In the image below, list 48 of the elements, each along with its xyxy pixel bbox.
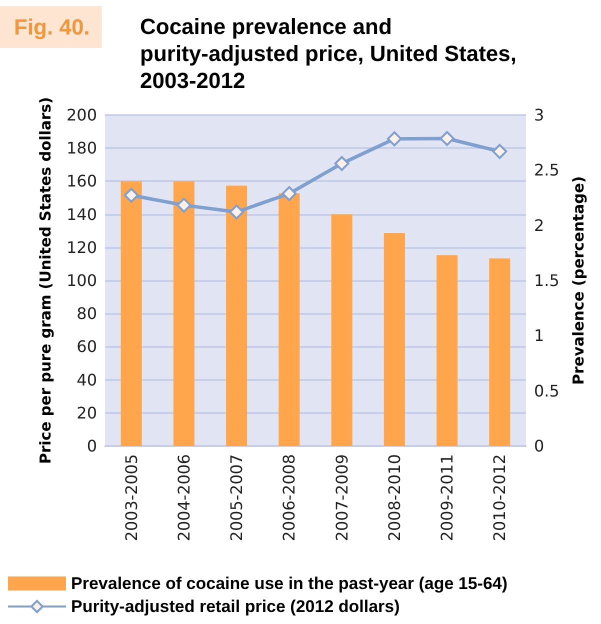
bar bbox=[384, 233, 405, 446]
x-tick-label: 2005-2007 bbox=[227, 454, 246, 542]
x-tick-label: 2006-2008 bbox=[280, 454, 299, 542]
y-tick-label: 20 bbox=[76, 403, 97, 422]
y-tick-label: 160 bbox=[66, 172, 97, 191]
point bbox=[229, 204, 244, 220]
y2-tick-label: 0.5 bbox=[534, 381, 560, 400]
y-tick-label: 80 bbox=[76, 304, 97, 324]
x-tick-label: 2009-2011 bbox=[438, 454, 457, 542]
point bbox=[124, 188, 139, 203]
y-tick-label: 120 bbox=[66, 238, 97, 257]
bar bbox=[278, 193, 300, 446]
bar bbox=[436, 255, 458, 446]
y-tick-label: 100 bbox=[66, 271, 97, 290]
x-tick-label: 2010-2012 bbox=[490, 454, 510, 542]
x-tick-label: 2003-2005 bbox=[122, 454, 141, 542]
point bbox=[282, 186, 297, 202]
bar bbox=[331, 214, 352, 446]
point bbox=[176, 198, 192, 213]
point bbox=[492, 144, 508, 159]
y-tick-label: 200 bbox=[66, 106, 97, 124]
y-tick-label: 60 bbox=[76, 337, 97, 356]
legend-label: Prevalence of cocaine use in the past-year (age 15-64) bbox=[71, 574, 508, 593]
y-tick-label: 40 bbox=[76, 370, 97, 390]
y2-tick-label: 0 bbox=[534, 436, 544, 456]
x-tick-label: 2008-2010 bbox=[384, 454, 404, 542]
y-tick-label: 140 bbox=[66, 204, 97, 224]
y2-tick-label: 2.5 bbox=[534, 160, 560, 180]
y-tick-label: 180 bbox=[66, 138, 97, 158]
point bbox=[440, 131, 455, 146]
chart-title: Cocaine prevalence and purity-adjusted price, United States, 2003-2012 bbox=[140, 14, 523, 93]
y2-tick-label: 3 bbox=[534, 106, 544, 124]
y2-tick-label: 1 bbox=[534, 326, 544, 346]
point bbox=[334, 156, 350, 171]
y-tick-label: 0 bbox=[86, 436, 97, 456]
bar bbox=[120, 181, 142, 446]
x-tick-label: 2004-2006 bbox=[174, 454, 194, 542]
bar bbox=[173, 181, 194, 446]
x-tick-label: 2007-2009 bbox=[332, 454, 352, 542]
bar bbox=[226, 186, 248, 446]
point bbox=[386, 131, 402, 146]
caption: Fig. 40. bbox=[14, 14, 90, 40]
bar bbox=[489, 258, 510, 446]
legend-label: Purity-adjusted retail price (2012 dollars) bbox=[71, 597, 400, 616]
y2-axis-title: Prevalence (percentage) bbox=[570, 176, 588, 385]
y2-tick-label: 1.5 bbox=[534, 271, 560, 290]
y-axis-title: Price per pure gram (United States dollars) bbox=[36, 96, 54, 464]
y2-tick-label: 2 bbox=[534, 216, 544, 235]
